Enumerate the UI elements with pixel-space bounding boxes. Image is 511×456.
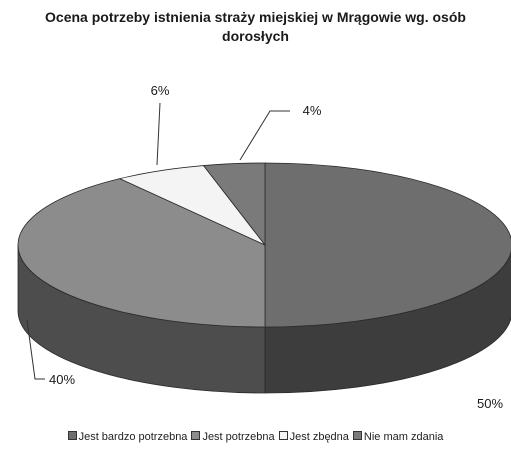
leader-line-jest-zb-dna [156,102,161,166]
legend-item-nie-mam-zdania: Nie mam zdania [352,431,444,443]
pie-slice-jest-bardzo-potrzebna [264,162,511,328]
legend-label: Jest bardzo potrzebna [78,431,188,443]
pie-slice-nie-mam-zdania [202,162,266,247]
legend-swatch [352,431,362,440]
leader-line-jest-potrzebna [26,319,45,380]
legend-swatch [191,431,201,440]
leader-line-nie-mam-zdania [239,110,290,161]
data-label-jest-potrzebna: 40% [49,372,75,387]
pie-slice-jest-potrzebna [17,178,266,328]
data-label-nie-mam-zdania: 4% [303,103,322,118]
legend-item-jest-potrzebna: Jest potrzebna [191,431,275,443]
legend-label: Nie mam zdania [363,431,444,443]
data-label-jest-zb-dna: 6% [151,83,170,98]
legend-item-jest-bardzo-potrzebna: Jest bardzo potrzebna [67,431,188,443]
legend-label: Jest potrzebna [202,431,275,443]
chart-title: Ocena potrzeby istnienia straży miejskie… [0,8,511,46]
chart-title-line-2: dorosłych [222,28,289,44]
data-label-jest-bardzo-potrzebna: 50% [477,396,503,411]
legend-swatch [67,431,77,440]
legend-label: Jest zbędna [289,431,349,443]
chart-title-line-1: Ocena potrzeby istnienia straży miejskie… [45,9,466,25]
legend-swatch [278,431,288,440]
legend-item-jest-zb-dna: Jest zbędna [278,431,349,443]
chart-legend: Jest bardzo potrzebna Jest potrzebna Jest … [0,431,511,443]
